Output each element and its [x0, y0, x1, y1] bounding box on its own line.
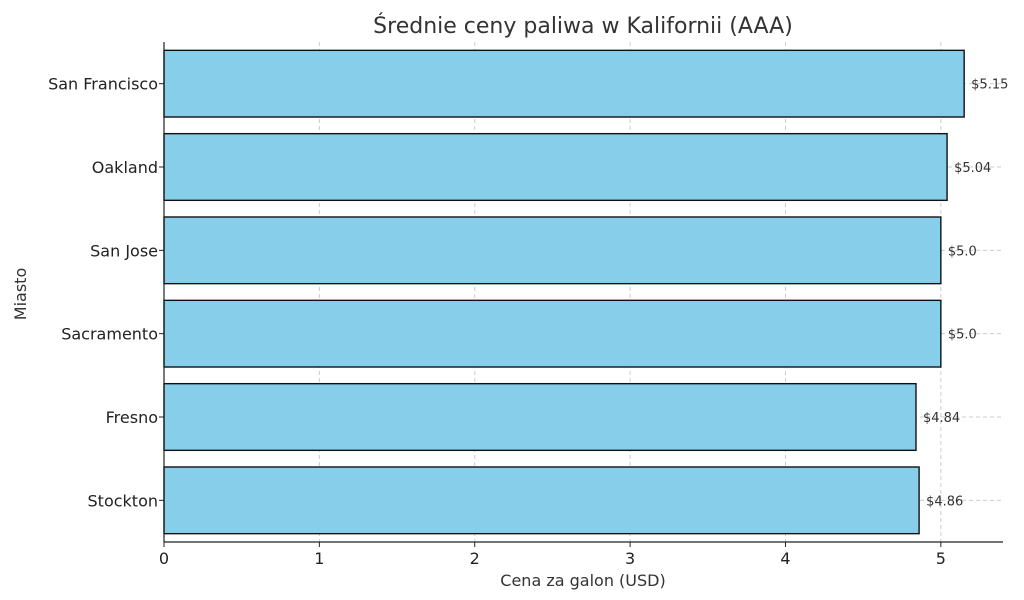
bar-value-label: $4.86 — [926, 494, 963, 509]
bar — [163, 299, 942, 368]
bar-value-label: $5.0 — [948, 244, 977, 259]
x-tick-label: 5 — [936, 549, 946, 568]
bar — [163, 132, 948, 202]
y-tick-label: Sacramento — [61, 325, 158, 344]
bar-value-label: $5.0 — [948, 328, 977, 343]
y-tick-label: Oakland — [92, 158, 158, 177]
x-axis-label: Cena za galon (USD) — [500, 571, 665, 590]
bar-value-label: $5.15 — [971, 78, 1008, 93]
bar-value-label: $5.04 — [954, 161, 991, 176]
x-tick-label: 1 — [314, 549, 324, 568]
y-axis-label: Miasto — [11, 268, 30, 320]
bar — [163, 49, 965, 118]
x-axis-ticks: 0 1 2 3 4 5 — [159, 542, 946, 568]
y-tick-label: San Francisco — [48, 75, 158, 94]
y-tick-label: Stockton — [88, 491, 158, 510]
y-axis-ticks: San Francisco Oakland San Jose Sacramento Fr… — [48, 75, 164, 510]
x-tick-label: 2 — [470, 549, 480, 568]
y-tick-label: Fresno — [106, 408, 158, 427]
bars — [163, 49, 965, 535]
x-tick-label: 3 — [625, 549, 635, 568]
bar — [163, 216, 942, 285]
x-tick-label: 0 — [159, 549, 169, 568]
bar-value-label: $4.84 — [923, 411, 960, 426]
axes-spines — [163, 42, 1003, 543]
data-labels: $5.15 $5.04 $5.0 $5.0 $4.84 $4.86 — [923, 78, 1008, 510]
chart-title: Średnie ceny paliwa w Kalifornii (AAA) — [373, 13, 793, 39]
bar — [163, 382, 917, 452]
x-tick-label: 4 — [780, 549, 790, 568]
bar — [163, 466, 920, 535]
y-tick-label: San Jose — [90, 241, 158, 260]
